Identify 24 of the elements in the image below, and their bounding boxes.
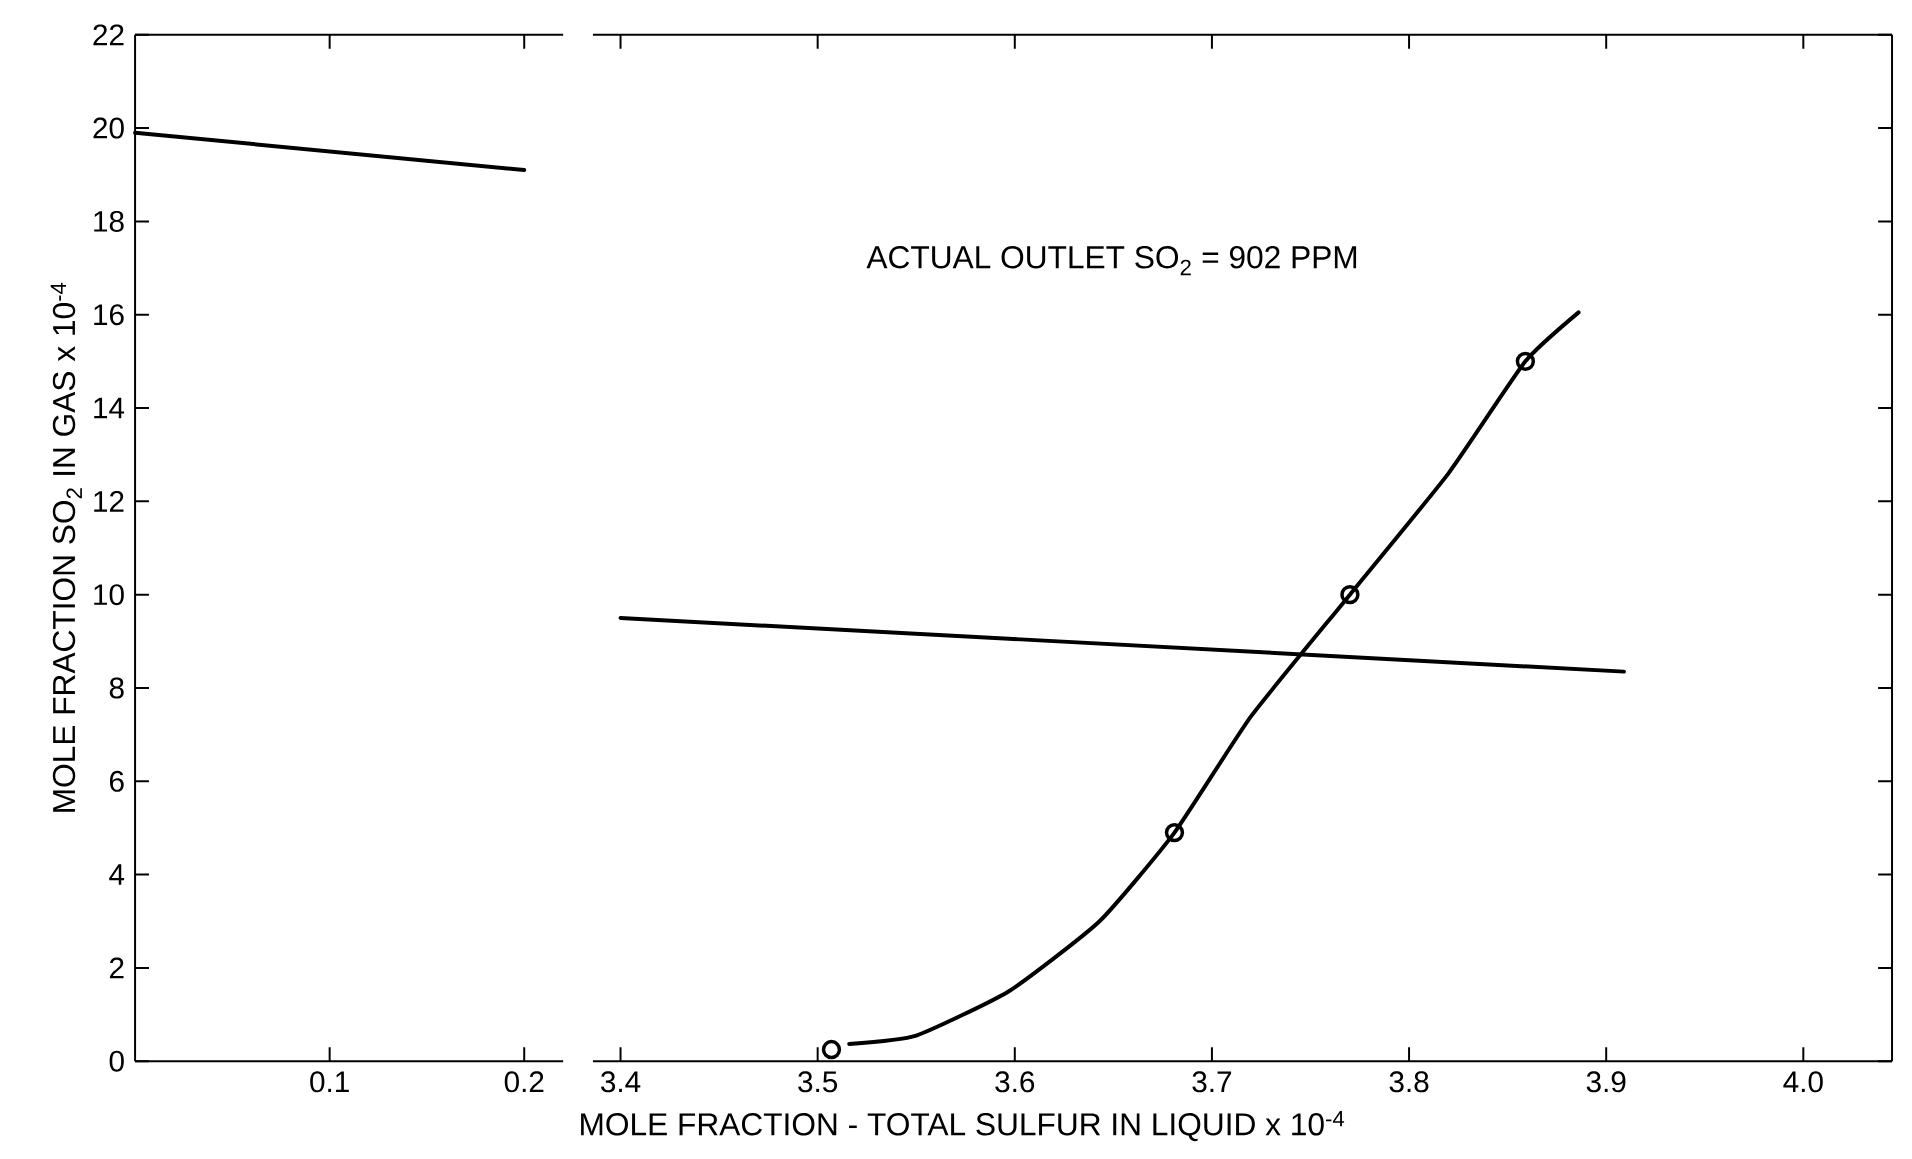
y-tick-label: 16 [94, 304, 124, 326]
x-tick-label: 3.5 [798, 1071, 838, 1093]
y-tick-label: 6 [109, 770, 124, 792]
x-tick-label: 3.6 [995, 1071, 1035, 1093]
y-tick-label: 20 [93, 117, 124, 139]
x-axis-title: MOLE FRACTION - TOTAL SULFUR IN LIQUID x 10$^{-4}$ [581, 1111, 1345, 1142]
x-tick-label: 4.0 [1783, 1071, 1823, 1093]
y-tick-label: 14 [94, 397, 125, 419]
x-tick-label: 3.4 [601, 1071, 641, 1093]
y-tick-label: 12 [94, 490, 124, 512]
annotation: ACTUAL OUTLET SO$_{2}$ = 902 PPM [866, 246, 1357, 276]
x-tick-label: 3.7 [1192, 1071, 1232, 1093]
y-tick-label: 10 [94, 584, 124, 606]
x-tick-label: 3.8 [1389, 1071, 1429, 1093]
x-tick-label: 0.2 [504, 1071, 544, 1093]
x-tick-label: 0.1 [310, 1071, 349, 1093]
y-tick-label: 2 [109, 957, 124, 979]
y-tick-label: 22 [93, 24, 124, 46]
y-axis-title: MOLE FRACTION SO$_{2}$ IN GAS x 10$^{-4}$ [50, 282, 82, 812]
y-tick-label: 0 [109, 1050, 124, 1072]
y-tick-label: 8 [109, 677, 124, 699]
x-tick-label: 3.9 [1586, 1071, 1626, 1093]
y-tick-label: 4 [109, 864, 125, 885]
y-tick-label: 18 [94, 210, 124, 232]
